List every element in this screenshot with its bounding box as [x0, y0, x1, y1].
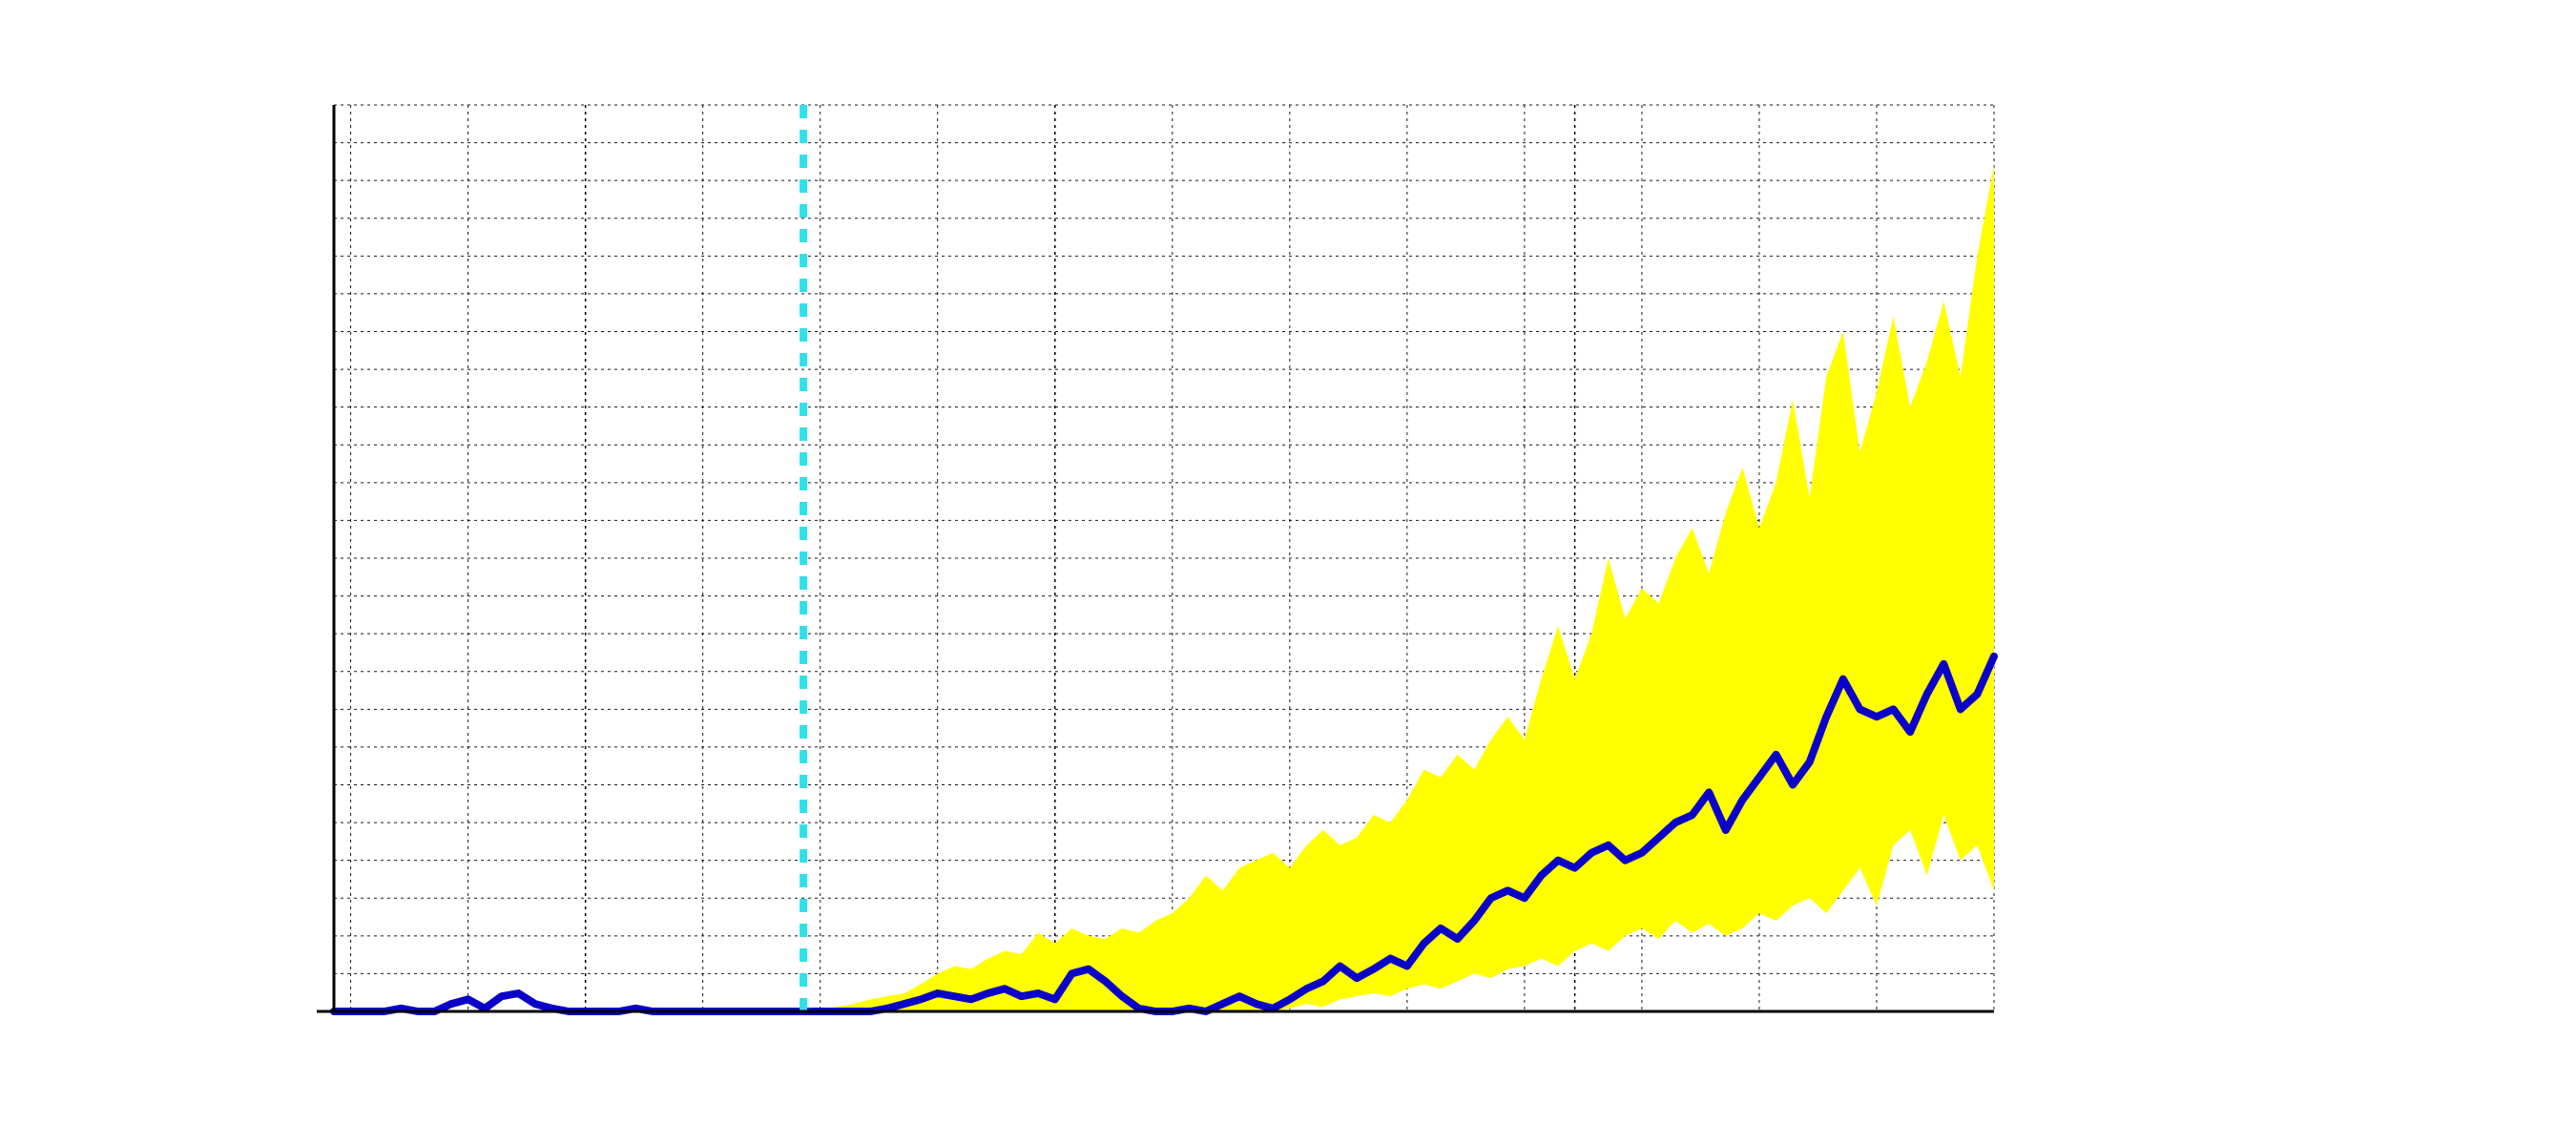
evaporation-forecast-chart	[0, 0, 2576, 1145]
chart-svg	[0, 0, 2576, 1145]
